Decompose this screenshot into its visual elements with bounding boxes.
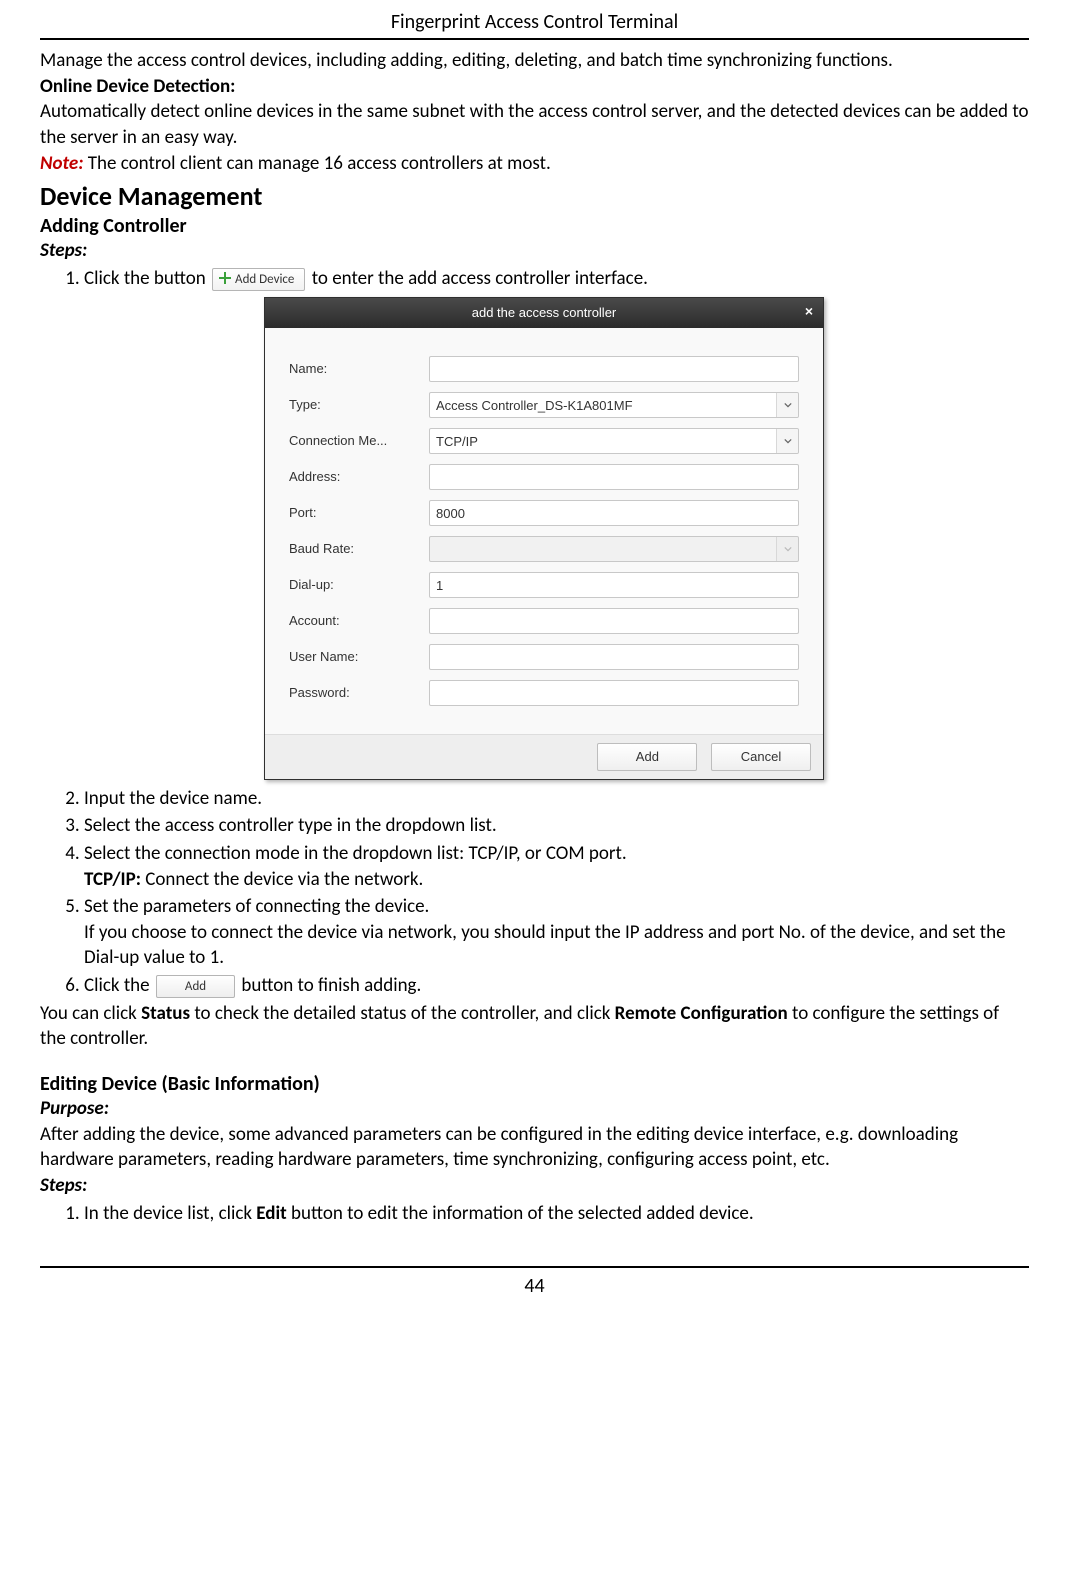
- dialog-body: Name: Type: Connection Me...: [265, 328, 823, 734]
- username-input[interactable]: [429, 644, 799, 670]
- intro-manage: Manage the access control devices, inclu…: [40, 48, 1029, 74]
- page-header: Fingerprint Access Control Terminal: [40, 10, 1029, 40]
- chevron-down-icon[interactable]: [776, 393, 798, 417]
- add-device-button[interactable]: Add Device: [212, 268, 305, 292]
- edit-step-1: In the device list, click Edit button to…: [84, 1201, 1029, 1227]
- label-baud: Baud Rate:: [289, 540, 429, 558]
- label-port: Port:: [289, 504, 429, 522]
- label-type: Type:: [289, 396, 429, 414]
- label-name: Name:: [289, 360, 429, 378]
- label-password: Password:: [289, 684, 429, 702]
- label-dialup: Dial-up:: [289, 576, 429, 594]
- add-controller-dialog: add the access controller × Name: Type:: [264, 297, 824, 779]
- type-select[interactable]: [429, 392, 799, 418]
- account-input[interactable]: [429, 608, 799, 634]
- add-button-inline[interactable]: Add: [156, 975, 235, 999]
- dialup-input[interactable]: [429, 572, 799, 598]
- page-number: 44: [40, 1266, 1029, 1298]
- baud-select: [429, 536, 799, 562]
- label-address: Address:: [289, 468, 429, 486]
- note-label: Note:: [40, 152, 83, 175]
- port-input[interactable]: [429, 500, 799, 526]
- steps-label: Steps:: [40, 238, 1029, 264]
- odd-head: Online Device Detection:: [40, 74, 1029, 100]
- odd-text: Automatically detect online devices in t…: [40, 99, 1029, 150]
- step-6: Click the Add button to finish adding.: [84, 973, 1029, 999]
- note-line: Note: The control client can manage 16 a…: [40, 151, 1029, 177]
- section-h3: Adding Controller: [40, 214, 1029, 238]
- edit-h3: Editing Device (Basic Information): [40, 1072, 1029, 1096]
- plus-icon: [219, 272, 231, 284]
- section-h2: Device Management: [40, 180, 1029, 212]
- close-icon[interactable]: ×: [805, 302, 813, 321]
- step-4: Select the connection mode in the dropdo…: [84, 841, 1029, 892]
- name-input[interactable]: [429, 356, 799, 382]
- edit-steps-list: In the device list, click Edit button to…: [40, 1201, 1029, 1227]
- dialog-title: add the access controller: [472, 305, 617, 320]
- cancel-button[interactable]: Cancel: [711, 743, 811, 771]
- add-button[interactable]: Add: [597, 743, 697, 771]
- step-5: Set the parameters of connecting the dev…: [84, 894, 1029, 971]
- step-1: Click the button Add Device to enter the…: [84, 266, 1029, 780]
- label-account: Account:: [289, 612, 429, 630]
- steps-list: Click the button Add Device to enter the…: [40, 266, 1029, 999]
- chevron-down-icon[interactable]: [776, 429, 798, 453]
- label-conn: Connection Me...: [289, 432, 429, 450]
- purpose-label: Purpose:: [40, 1096, 1029, 1122]
- after-steps: You can click Status to check the detail…: [40, 1001, 1029, 1052]
- purpose-text: After adding the device, some advanced p…: [40, 1122, 1029, 1173]
- label-user: User Name:: [289, 648, 429, 666]
- dialog-footer: Add Cancel: [265, 734, 823, 779]
- connection-select[interactable]: [429, 428, 799, 454]
- password-input[interactable]: [429, 680, 799, 706]
- dialog-titlebar: add the access controller ×: [265, 298, 823, 328]
- document-page: Fingerprint Access Control Terminal Mana…: [0, 0, 1069, 1318]
- step-2: Input the device name.: [84, 786, 1029, 812]
- chevron-down-icon: [776, 537, 798, 561]
- address-input[interactable]: [429, 464, 799, 490]
- step-3: Select the access controller type in the…: [84, 813, 1029, 839]
- edit-steps-label: Steps:: [40, 1173, 1029, 1199]
